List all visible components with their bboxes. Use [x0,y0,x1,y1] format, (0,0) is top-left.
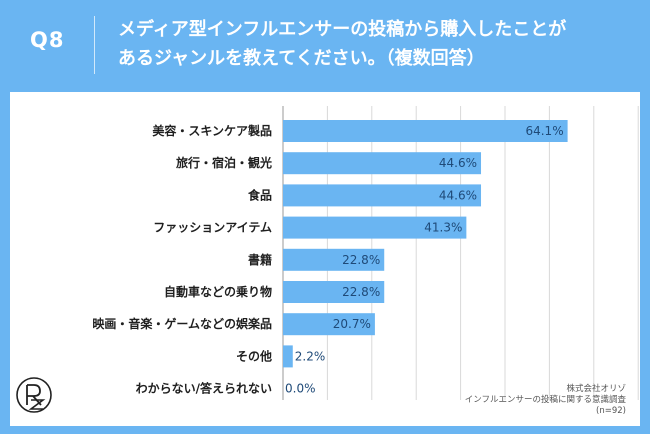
category-label: 自動車などの乗り物 [164,284,272,299]
bar [283,216,467,239]
data-label: 41.3% [424,221,462,235]
question-label: Q8 [30,28,65,52]
category-label: 書籍 [248,252,272,267]
header-divider [94,16,95,74]
category-label: 旅行・宿泊・観光 [176,155,272,170]
source-sample-size: (n=92) [596,406,626,416]
data-label: 44.6% [439,188,477,202]
source-note: 株式会社オリゾ インフルエンサーの投稿に関する意識調査 (n=92) [440,384,626,417]
bar [283,248,385,271]
category-label: その他 [236,348,272,363]
chart-header: Q8 メディア型インフルエンサーの投稿から購入したことが あるジャンルを教えてく… [0,0,650,92]
bar [283,184,482,207]
source-survey: インフルエンサーの投稿に関する意識調査 [464,395,626,405]
category-label: 食品 [247,187,272,202]
chart-title-line-2: あるジャンルを教えてください。（複数回答） [118,48,485,69]
data-label: 22.8% [342,285,380,299]
data-label: 44.6% [439,156,477,170]
bars [283,120,568,368]
bar [283,120,568,142]
data-label: 64.1% [525,124,563,138]
chart-title: メディア型インフルエンサーの投稿から購入したことが あるジャンルを教えてください… [118,15,638,73]
category-label: 映画・音楽・ゲームなどの娯楽品 [92,316,272,331]
orizo-logo-icon [16,377,52,413]
data-label: 22.8% [342,253,380,267]
category-label: わからない/答えられない [136,381,272,396]
bar [283,281,385,303]
bar [283,345,293,368]
source-company: 株式会社オリゾ [566,384,626,394]
data-label: 20.7% [333,317,371,331]
data-label: 2.2% [295,349,326,363]
bar [283,313,375,336]
category-label: ファッションアイテム [153,221,272,235]
labels: 美容・スキンケア製品 64.1% 旅行・宿泊・観光 44.6% 食品 44.6% ファッショ… [92,123,563,396]
data-label: 0.0% [285,382,316,396]
chart-title-line-1: メディア型インフルエンサーの投稿から購入したことが [118,19,567,40]
category-label: 美容・スキンケア製品 [152,123,272,138]
bar [283,152,482,175]
